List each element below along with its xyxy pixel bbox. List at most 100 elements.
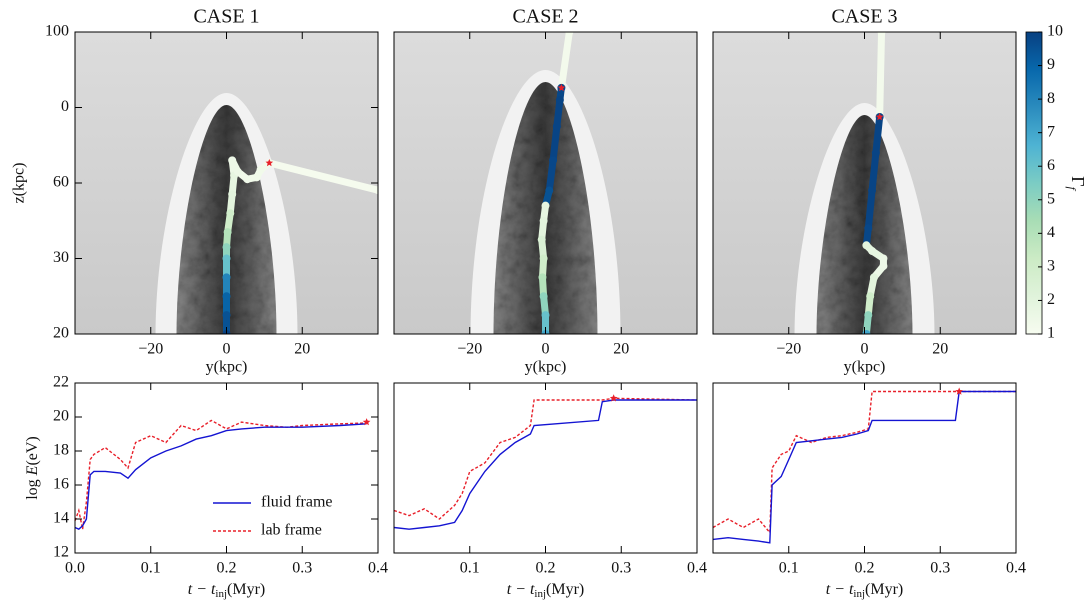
colorbar-label-part: Γ <box>1068 176 1088 186</box>
x-tick-label: 0 <box>542 341 550 358</box>
y-axis-label: z(kpc) <box>11 163 28 204</box>
plot-area <box>75 32 378 334</box>
x-tick-label: −20 <box>776 341 801 358</box>
x-axis-label-part: inj <box>534 588 546 600</box>
trajectory-point <box>243 175 252 184</box>
plot-area <box>713 32 1016 334</box>
plot-area <box>394 32 697 334</box>
colorbar-tick-label: 1 <box>1047 325 1055 342</box>
series-line <box>712 390 1016 544</box>
trajectory-point <box>879 262 888 271</box>
trajectory-point <box>864 311 873 320</box>
y-tick-label: 20 <box>53 408 69 425</box>
trajectory-point <box>374 186 378 195</box>
trajectory-segment <box>265 159 378 194</box>
end-marker <box>362 418 371 426</box>
trajectory-point <box>233 167 242 176</box>
x-tick-label: 0.3 <box>292 560 312 577</box>
trajectory-point <box>539 292 548 301</box>
panel-title: CASE 1 <box>193 6 259 28</box>
axes-frame <box>74 31 379 335</box>
y-tick-label: 0 <box>61 98 69 115</box>
x-tick-label: 0.2 <box>217 560 237 577</box>
series-line <box>712 390 1016 535</box>
trajectory-point <box>226 209 235 218</box>
trajectory-segment <box>868 149 880 195</box>
cocoon-inner <box>816 115 913 334</box>
axes-frame <box>393 382 698 554</box>
trajectory-point <box>222 292 231 301</box>
trajectory-segment <box>553 96 564 130</box>
panel: 0.1 0.2 0.3 0.4 t − tinj(Myr) <box>712 382 1026 600</box>
x-tick-label: 0.1 <box>141 560 161 577</box>
trajectory-point <box>222 243 231 252</box>
y-axis-label-part: (eV) <box>24 436 41 465</box>
trajectory-point <box>868 246 877 255</box>
x-axis-label-part: (Myr) <box>227 581 265 598</box>
x-tick-label: 20 <box>932 341 948 358</box>
x-tick-label: 0.1 <box>779 560 799 577</box>
x-tick-label: −20 <box>457 341 482 358</box>
colorbar-tick-label: 9 <box>1047 56 1055 73</box>
trajectory-point <box>539 254 548 263</box>
colorbar-tick-label: 8 <box>1047 90 1055 107</box>
axes-frame <box>74 382 379 554</box>
x-axis-label: y(kpc) <box>525 359 567 376</box>
x-axis-label-part: inj <box>853 588 865 600</box>
x-axis-label-part: t − t <box>826 581 854 598</box>
trajectory-segment <box>876 32 886 121</box>
trajectory-point <box>541 311 550 320</box>
trajectory-point <box>541 201 550 210</box>
trajectory-point <box>252 173 261 182</box>
y-tick-label: 18 <box>53 442 69 459</box>
x-tick-label: 0.1 <box>460 560 480 577</box>
axes-frame <box>712 382 1017 554</box>
trajectory-point <box>864 224 873 233</box>
y-axis-label-part: log <box>24 475 41 499</box>
trajectory-point <box>228 156 237 165</box>
panel: −20 0 20 20 30 60 0 100 CASE 1 y(kpc) z(kpc) <box>11 6 379 376</box>
colorbar <box>1025 31 1043 335</box>
trajectory-segment <box>864 187 876 232</box>
x-tick-label: 0.3 <box>930 560 950 577</box>
trajectory-segment <box>872 113 884 157</box>
y-tick-label: 20 <box>53 325 69 342</box>
y-tick-label: 12 <box>53 544 69 561</box>
panel: fluid frame lab frame 0.0 0.1 0.2 0.3 0.4 12 14 1… <box>24 374 388 600</box>
legend-label: fluid frame <box>261 494 333 511</box>
trajectory-point <box>868 186 877 195</box>
x-tick-label: 0.4 <box>1006 560 1026 577</box>
legend-label: lab frame <box>261 522 322 539</box>
trajectory-point <box>539 216 548 225</box>
y-tick-label: 30 <box>53 249 69 266</box>
trajectory-point <box>545 186 554 195</box>
trajectory-point <box>222 254 231 263</box>
trajectory-point <box>222 311 231 320</box>
colorbar-label: Γf <box>1065 176 1088 191</box>
x-axis-label: t − tinj(Myr) <box>507 581 585 600</box>
x-axis-label-part: t − t <box>507 581 535 598</box>
axes-frame <box>712 31 1017 335</box>
panel-title: CASE 3 <box>831 6 897 28</box>
panel: −20 0 20 CASE 3 y(kpc) <box>712 6 1017 376</box>
x-axis-label: y(kpc) <box>206 359 248 376</box>
y-axis-label: log E(eV) <box>24 436 41 500</box>
trajectory-segment <box>557 32 573 92</box>
x-axis-label-part: (Myr) <box>546 581 584 598</box>
trajectory-point <box>866 292 875 301</box>
trajectory-point <box>879 254 888 263</box>
trajectory-point <box>871 148 880 157</box>
x-tick-label: 0.2 <box>855 560 875 577</box>
x-tick-label: 0 <box>861 341 869 358</box>
x-tick-label: 0.4 <box>687 560 707 577</box>
series-line <box>74 423 367 531</box>
colorbar-tick-label: 6 <box>1047 157 1055 174</box>
x-tick-label: 20 <box>294 341 310 358</box>
colorbar-tick-label: 10 <box>1047 23 1063 40</box>
x-axis-label-part: inj <box>215 588 227 600</box>
trajectory-point <box>549 156 558 165</box>
trajectory-point <box>555 95 564 104</box>
series-line <box>74 419 367 530</box>
end-marker <box>609 394 618 402</box>
